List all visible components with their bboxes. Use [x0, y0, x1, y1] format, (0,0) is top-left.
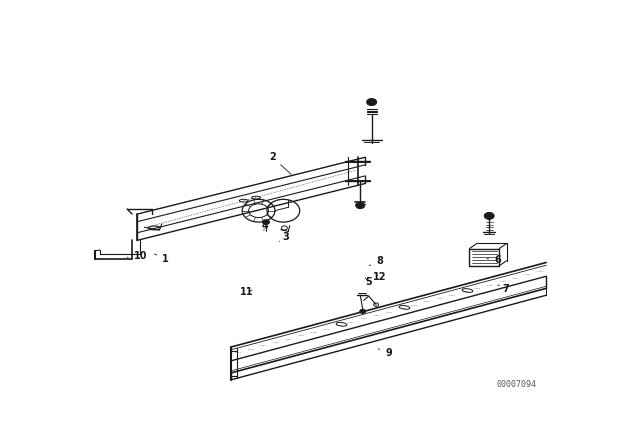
Circle shape: [360, 309, 365, 314]
Text: 4: 4: [261, 221, 268, 231]
Text: 00007094: 00007094: [497, 380, 536, 389]
Text: 6: 6: [486, 255, 501, 265]
Text: 10: 10: [127, 250, 147, 261]
Text: 3: 3: [280, 232, 289, 241]
Text: 12: 12: [373, 272, 387, 282]
Text: 1: 1: [154, 254, 169, 264]
Circle shape: [262, 220, 269, 224]
Text: 8: 8: [369, 256, 383, 267]
Circle shape: [367, 99, 376, 105]
Circle shape: [356, 202, 365, 209]
Circle shape: [484, 212, 494, 220]
Text: 5: 5: [365, 277, 372, 288]
Text: 2: 2: [269, 152, 291, 174]
Text: 11: 11: [241, 288, 254, 297]
Text: 7: 7: [498, 284, 509, 294]
Text: 9: 9: [378, 348, 392, 358]
